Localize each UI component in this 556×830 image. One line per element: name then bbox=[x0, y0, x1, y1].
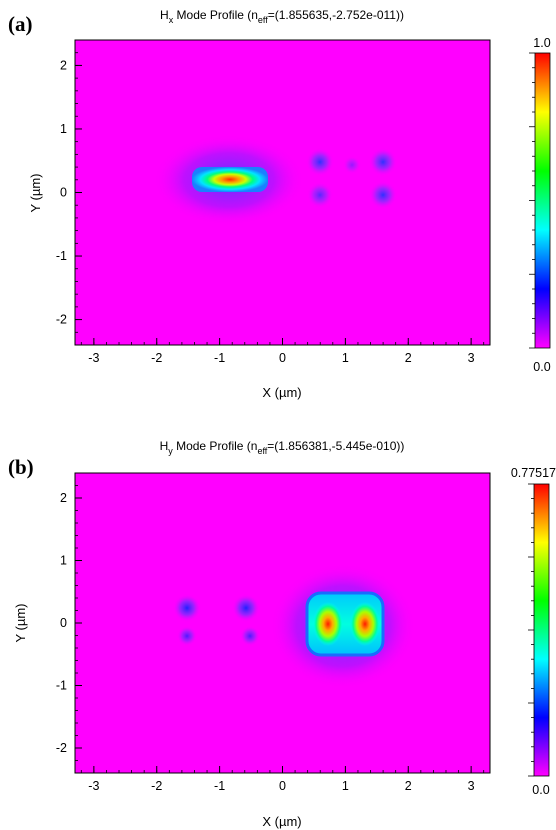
colorbar-ticks bbox=[528, 483, 534, 777]
colorbar bbox=[533, 483, 550, 777]
field-spot bbox=[177, 626, 197, 646]
field-spot bbox=[306, 148, 334, 176]
y-tick-label: 1 bbox=[60, 554, 67, 568]
mode-profile-panel-b: (b) bbox=[0, 415, 556, 830]
y-tick-label: 0 bbox=[60, 186, 67, 200]
field-spot bbox=[240, 626, 260, 646]
x-tick-label: 0 bbox=[279, 351, 286, 365]
y-tick-label: 2 bbox=[60, 58, 67, 72]
plot-title: Hx Mode Profile (neff=(1.855635,-2.752e-… bbox=[160, 8, 404, 25]
x-tick-label: -2 bbox=[151, 351, 162, 365]
field-spot bbox=[369, 181, 397, 209]
x-tick-label: 2 bbox=[405, 779, 412, 793]
field-spot bbox=[369, 148, 397, 176]
colorbar-max-label: 0.77517 bbox=[511, 466, 556, 480]
field-spot bbox=[232, 594, 260, 622]
x-tick-label: 3 bbox=[468, 351, 475, 365]
x-tick-label: 2 bbox=[405, 351, 412, 365]
x-axis-label: X (µm) bbox=[262, 814, 301, 829]
axes-group: -3 -2 -1 0 1 2 3 -2 -1 0 1 2 bbox=[56, 472, 485, 793]
y-tick-label: -1 bbox=[56, 249, 67, 263]
field-spot bbox=[173, 594, 201, 622]
mode-profile-panel-a: (a) bbox=[8, 8, 551, 400]
x-tick-label: -2 bbox=[151, 779, 162, 793]
x-tick-label: 1 bbox=[342, 351, 349, 365]
plot-title: Hy Mode Profile (neff=(1.856381,-5.445e-… bbox=[160, 439, 405, 456]
x-tick-label: -3 bbox=[88, 779, 99, 793]
heatmap-plot-a: Hx Mode Profile (neff=(1.855635,-2.752e-… bbox=[28, 8, 551, 400]
mode-core bbox=[192, 167, 268, 192]
mode-lobe bbox=[350, 602, 380, 646]
colorbar-min-label: 0.0 bbox=[533, 360, 550, 374]
x-axis-label: X (µm) bbox=[262, 385, 301, 400]
mode-lobe bbox=[313, 602, 343, 646]
x-tick-label: -3 bbox=[88, 351, 99, 365]
panel-label: (a) bbox=[8, 12, 33, 36]
x-tick-label: 0 bbox=[279, 779, 286, 793]
x-tick-label: 3 bbox=[468, 779, 475, 793]
y-tick-label: -1 bbox=[56, 679, 67, 693]
y-tick-label: -2 bbox=[56, 313, 67, 327]
x-tick-label: 1 bbox=[342, 779, 349, 793]
field-spot bbox=[343, 156, 361, 174]
y-tick-label: 0 bbox=[60, 616, 67, 630]
colorbar-min-label: 0.0 bbox=[532, 783, 549, 797]
y-tick-label: 1 bbox=[60, 122, 67, 136]
heatmap-plot-b: Hy Mode Profile (neff=(1.856381,-5.445e-… bbox=[13, 439, 556, 829]
x-tick-label: -1 bbox=[214, 779, 225, 793]
heatmap-field bbox=[75, 40, 490, 345]
axes-group: -3 -2 -1 0 1 2 3 -2 -1 0 1 2 bbox=[56, 39, 485, 365]
field-spot bbox=[307, 182, 333, 208]
colorbar-ticks bbox=[529, 52, 535, 349]
panel-label: (b) bbox=[8, 455, 34, 479]
colorbar-max-label: 1.0 bbox=[533, 36, 550, 50]
colorbar bbox=[534, 52, 551, 349]
x-tick-label: -1 bbox=[214, 351, 225, 365]
heatmap-field bbox=[75, 473, 490, 773]
y-tick-label: -2 bbox=[56, 741, 67, 755]
y-axis-label: Y (µm) bbox=[28, 173, 43, 212]
y-axis-label: Y (µm) bbox=[13, 603, 28, 642]
y-tick-label: 2 bbox=[60, 491, 67, 505]
